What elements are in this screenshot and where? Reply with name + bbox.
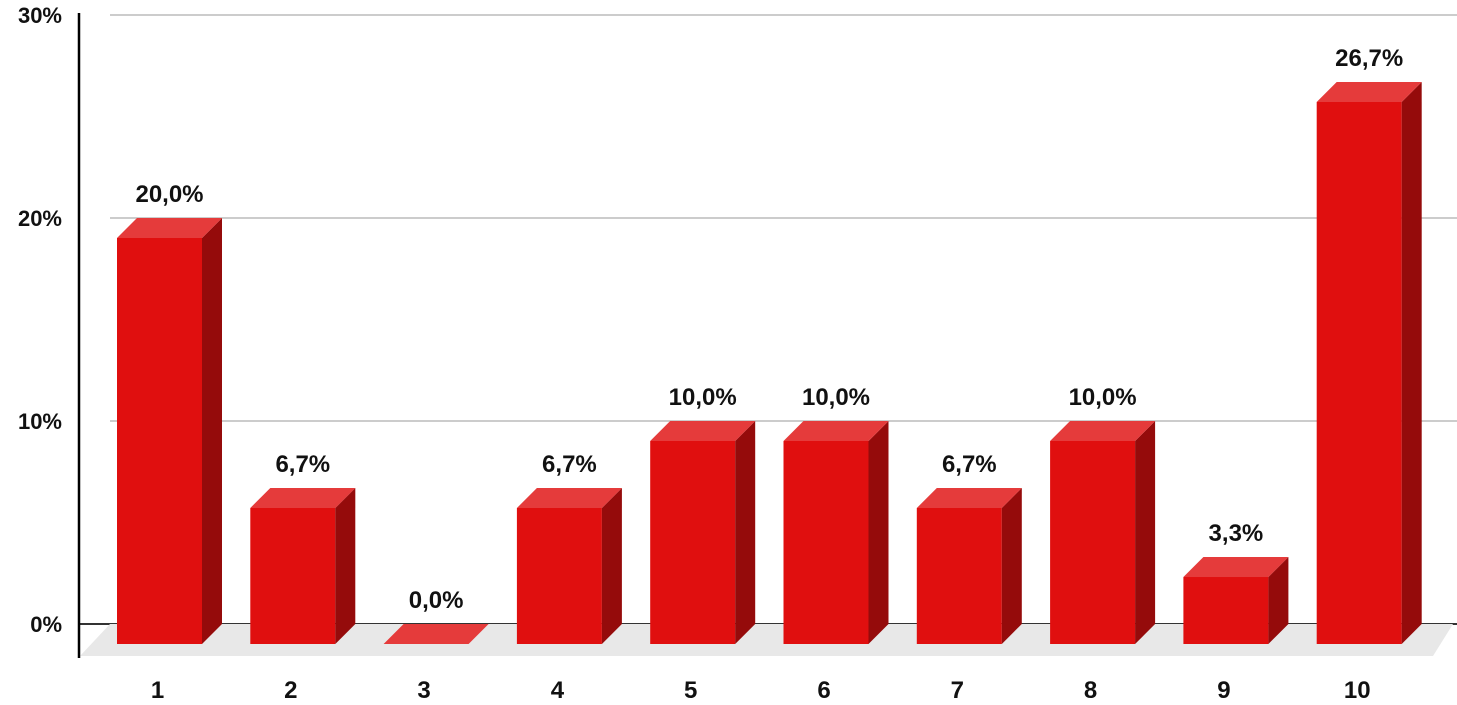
bar-side-face — [601, 487, 622, 644]
bar-front-face — [117, 238, 202, 644]
data-label: 6,7% — [275, 451, 330, 478]
bar-side-face — [1401, 81, 1422, 645]
bar-top-face — [1316, 81, 1422, 102]
bar — [250, 487, 356, 644]
data-label: 10,0% — [1069, 384, 1137, 411]
data-label: 6,7% — [942, 451, 997, 478]
bar-front-face — [916, 507, 1002, 644]
bar-side-face — [335, 487, 356, 644]
x-tick-label: 8 — [1084, 677, 1097, 704]
labels-layer: 0%10%20%30%20,0%16,7%20,0%36,7%410,0%510… — [18, 3, 1403, 704]
bar — [1183, 557, 1289, 644]
bar-top-face — [516, 487, 622, 508]
bar-side-face — [1135, 421, 1156, 644]
bar-front-face — [1050, 441, 1136, 644]
bar — [1316, 81, 1422, 645]
bar-front-face — [1183, 577, 1269, 644]
bar — [650, 421, 756, 644]
bar-side-face — [735, 421, 756, 644]
bar-top-face — [650, 421, 756, 441]
bar-front-face — [650, 441, 736, 644]
bar — [1050, 421, 1156, 644]
bar-front-face — [783, 441, 869, 644]
x-tick-label: 9 — [1217, 677, 1230, 704]
bar-front-face — [250, 507, 336, 644]
bar-front-face — [1316, 101, 1402, 645]
bar-top-face — [1050, 421, 1156, 441]
bar — [117, 218, 222, 644]
x-tick-label: 10 — [1344, 677, 1371, 704]
bar — [383, 624, 489, 644]
data-label: 0,0% — [409, 587, 464, 614]
bar-top-face — [783, 421, 889, 441]
data-label: 6,7% — [542, 451, 597, 478]
bar-side-face — [1001, 487, 1022, 644]
bar-side-face — [1268, 557, 1289, 644]
bar-top-face — [250, 487, 356, 508]
bar — [916, 487, 1022, 644]
bar — [516, 487, 622, 644]
data-label: 26,7% — [1335, 45, 1403, 72]
bar-side-face — [868, 421, 889, 644]
x-tick-label: 6 — [817, 677, 830, 704]
bar-top-face — [916, 487, 1022, 508]
bar-top-face — [1183, 557, 1289, 578]
bar-top-face — [383, 624, 489, 644]
data-label: 10,0% — [669, 384, 737, 411]
bar-side-face — [202, 218, 222, 644]
x-tick-label: 4 — [551, 677, 565, 704]
y-tick-label: 30% — [18, 3, 62, 28]
x-tick-label: 2 — [284, 677, 297, 704]
x-tick-label: 5 — [684, 677, 697, 704]
bar-front-face — [516, 507, 602, 644]
data-label: 3,3% — [1209, 520, 1264, 547]
y-tick-label: 0% — [30, 612, 62, 637]
x-tick-label: 1 — [151, 677, 164, 704]
bars-layer — [117, 81, 1422, 645]
bar-top-face — [117, 218, 222, 238]
bar — [783, 421, 889, 644]
y-tick-label: 20% — [18, 206, 62, 231]
data-label: 10,0% — [802, 384, 870, 411]
x-tick-label: 3 — [417, 677, 430, 704]
y-tick-label: 10% — [18, 409, 62, 434]
x-tick-label: 7 — [951, 677, 964, 704]
data-label: 20,0% — [135, 181, 203, 208]
